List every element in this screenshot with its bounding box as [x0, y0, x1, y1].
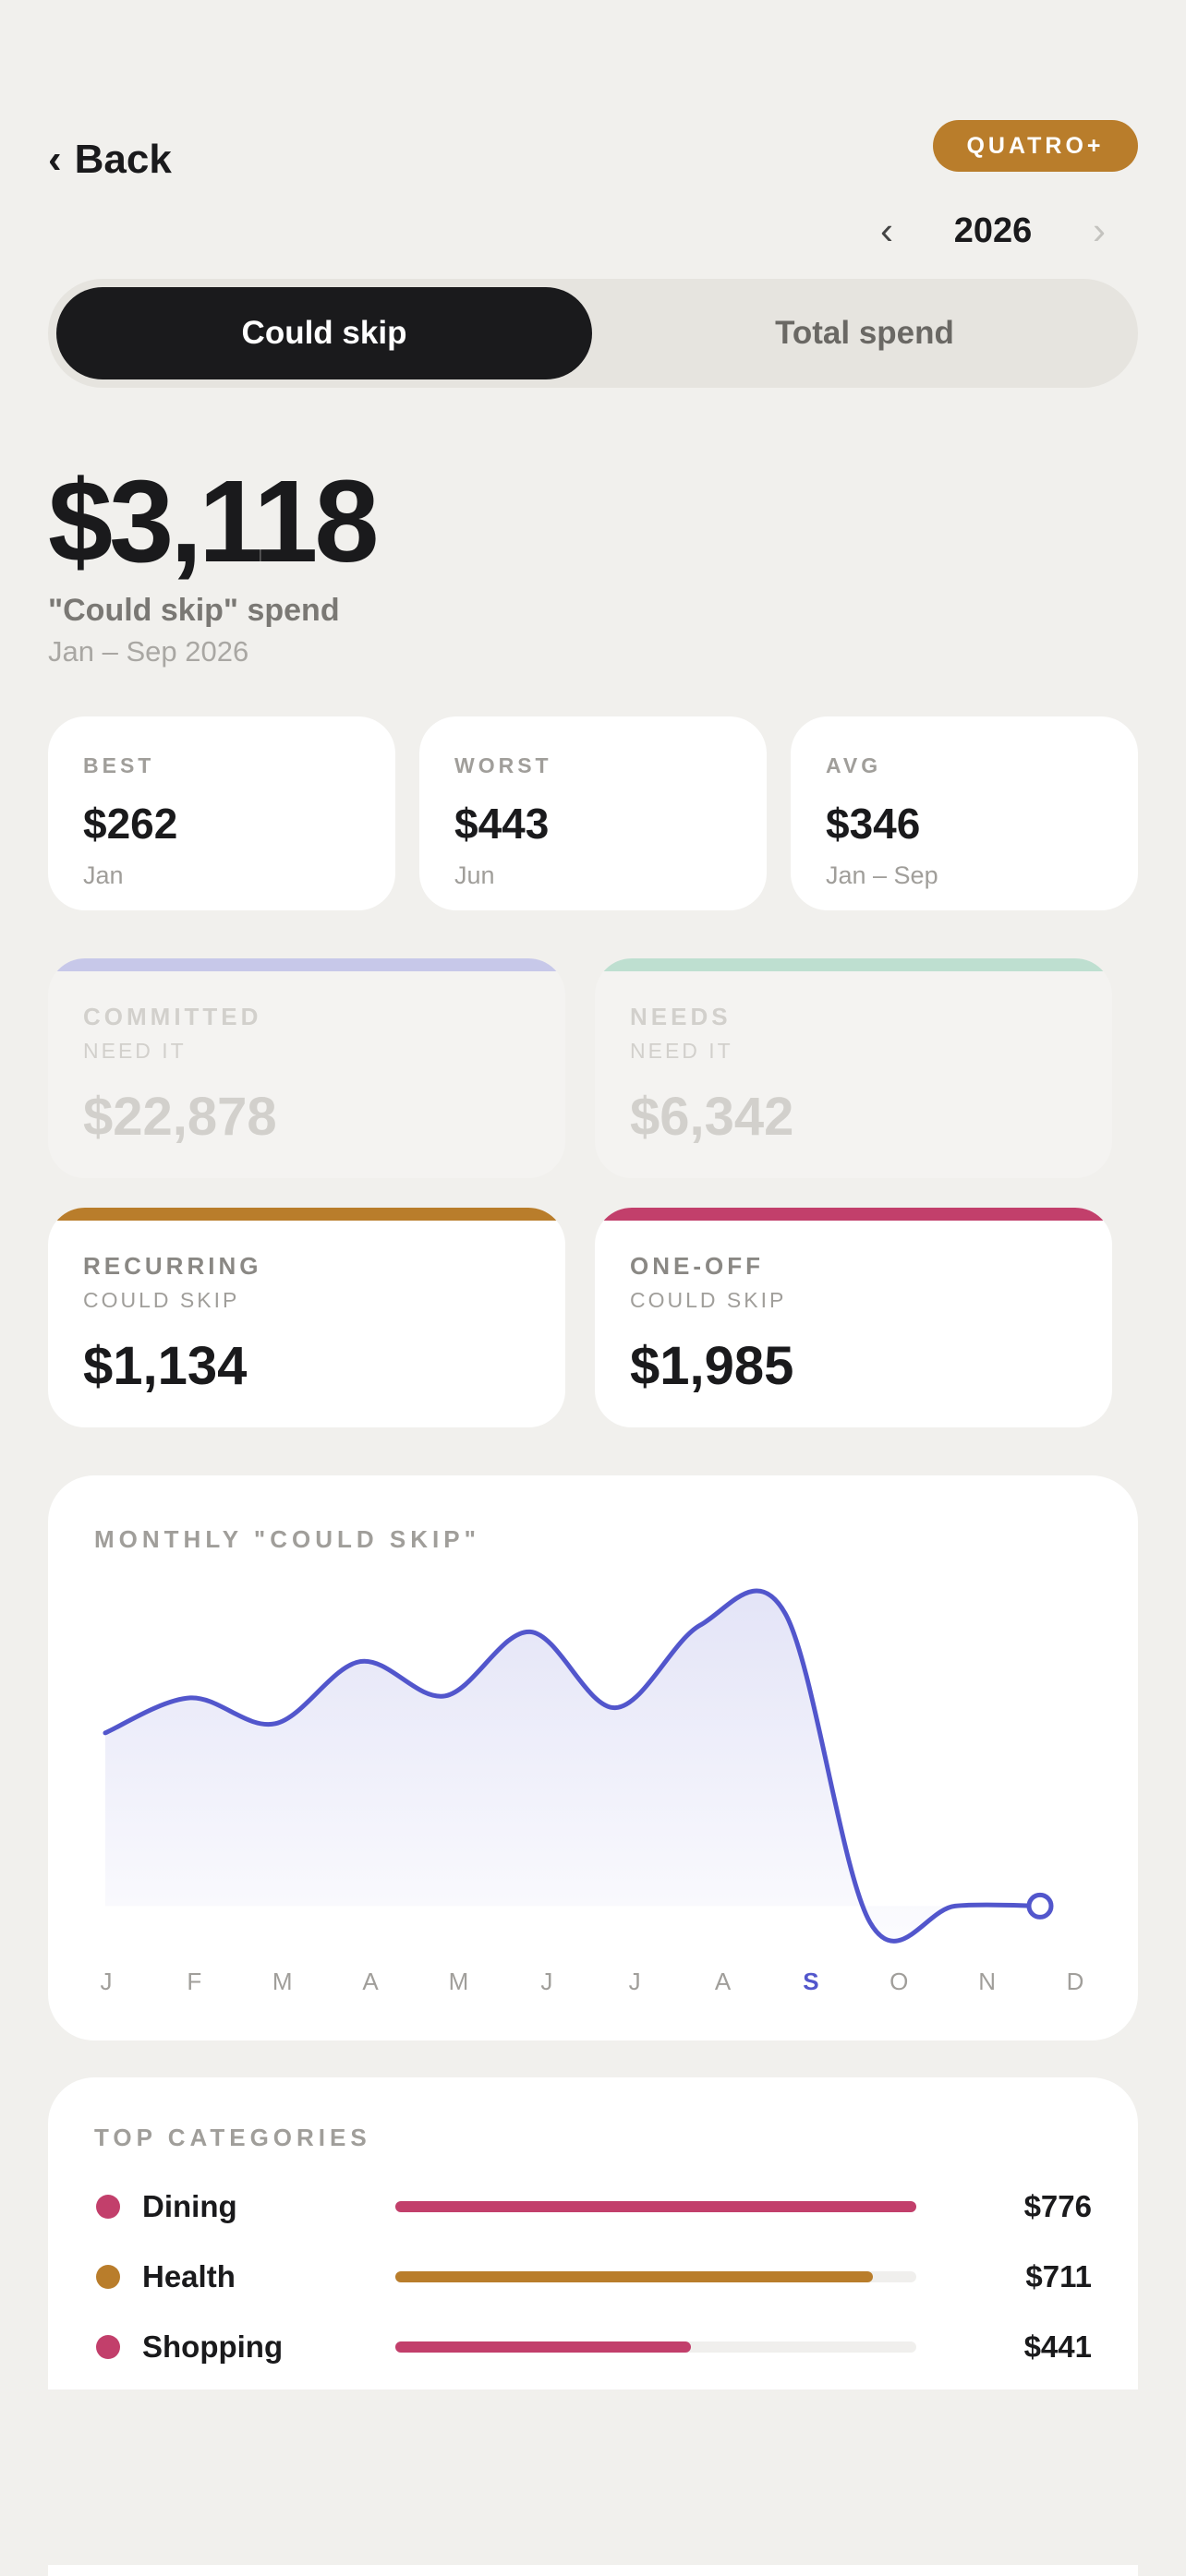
previous-year-button[interactable]: ‹ [880, 209, 893, 252]
category-value: $6,342 [630, 1087, 794, 1147]
category-bar-fill [395, 2201, 916, 2212]
view-toggle: Could skip Total spend [48, 279, 1138, 388]
month-tick-label[interactable]: A [715, 1968, 732, 1995]
stat-label: BEST [83, 753, 155, 777]
stat-card-avg: AVG $346 Jan – Sep [791, 716, 1138, 910]
month-tick-label[interactable]: N [978, 1968, 996, 1995]
month-tick-label[interactable]: A [362, 1968, 379, 1995]
stat-card-worst: WORST $443 Jun [419, 716, 767, 910]
category-value: $1,985 [630, 1336, 794, 1396]
back-label: Back [74, 137, 172, 182]
stat-period: Jan – Sep [826, 861, 938, 889]
total-period: Jan – Sep 2026 [48, 635, 249, 668]
category-amount: $776 [1023, 2189, 1092, 2223]
category-name: Dining [142, 2189, 237, 2223]
month-tick-label[interactable]: J [540, 1968, 552, 1995]
category-sublabel: COULD SKIP [83, 1288, 240, 1312]
stat-period: Jun [454, 861, 495, 889]
category-sublabel: NEED IT [630, 1039, 733, 1063]
category-card-committed[interactable]: COMMITTED NEED IT $22,878 [48, 958, 565, 1178]
monthly-chart-card: MONTHLY "COULD SKIP" J F M A M J J A S O N D [48, 1475, 1138, 2040]
category-amount: $441 [1023, 2329, 1092, 2364]
top-category-row[interactable]: Dining $776 [94, 2179, 1092, 2234]
category-label: RECURRING [83, 1252, 262, 1280]
stat-period: Jan [83, 861, 124, 889]
next-year-button[interactable]: › [1092, 209, 1106, 252]
chart-series-line [103, 1588, 1043, 1944]
category-sublabel: COULD SKIP [630, 1288, 787, 1312]
month-tick-label[interactable]: J [629, 1968, 641, 1995]
stat-label: WORST [454, 753, 552, 777]
top-category-row[interactable]: Shopping $441 [94, 2319, 1092, 2375]
category-dot [96, 2265, 120, 2289]
category-bar-fill [395, 2271, 873, 2282]
category-bar-fill [395, 2341, 692, 2353]
month-tick-label[interactable]: D [1067, 1968, 1084, 1995]
category-label: ONE-OFF [630, 1252, 764, 1280]
category-label: NEEDS [630, 1003, 732, 1030]
stat-value: $346 [826, 800, 921, 848]
category-name: Shopping [142, 2329, 284, 2364]
stat-value: $443 [454, 800, 550, 848]
category-name: Health [142, 2259, 236, 2293]
category-card-needs[interactable]: NEEDS NEED IT $6,342 [595, 958, 1112, 1178]
category-color-bar [48, 1208, 565, 1221]
tab-could-skip[interactable]: Could skip [56, 287, 592, 379]
category-bar-track [395, 2341, 916, 2353]
stat-label: AVG [826, 753, 882, 777]
category-bar-track [395, 2271, 916, 2282]
category-amount: $711 [1025, 2259, 1092, 2293]
category-card-recurring[interactable]: RECURRING COULD SKIP $1,134 [48, 1208, 565, 1427]
bottom-background [0, 2389, 1186, 2565]
stat-value: $262 [83, 800, 178, 848]
category-value: $1,134 [83, 1336, 248, 1396]
category-dot [96, 2195, 120, 2219]
category-label: COMMITTED [83, 1003, 262, 1030]
month-tick-label[interactable]: O [890, 1968, 908, 1995]
category-value: $22,878 [83, 1087, 277, 1147]
plan-badge[interactable]: QUATRO+ [933, 120, 1138, 172]
stat-card-best: BEST $262 Jan [48, 716, 395, 910]
category-color-bar [595, 958, 1112, 971]
month-tick-label[interactable]: J [101, 1968, 113, 1995]
category-color-bar [595, 1208, 1112, 1221]
chart-end-point [1026, 1892, 1054, 1920]
top-categories-title: TOP CATEGORIES [94, 2124, 371, 2151]
total-label: "Could skip" spend [48, 593, 340, 628]
category-card-one-off[interactable]: ONE-OFF COULD SKIP $1,985 [595, 1208, 1112, 1427]
tab-total-spend[interactable]: Total spend [775, 315, 954, 351]
category-dot [96, 2335, 120, 2359]
category-sublabel: NEED IT [83, 1039, 187, 1063]
month-tick-label[interactable]: S [803, 1968, 818, 1995]
chevron-left-icon: ‹ [48, 137, 62, 182]
back-button[interactable]: ‹ Back [48, 137, 172, 183]
year-label: 2026 [953, 211, 1033, 250]
month-tick-label[interactable]: F [187, 1968, 201, 1995]
total-amount: $3,118 [48, 456, 379, 586]
top-category-row[interactable]: Health $711 [94, 2249, 1092, 2305]
year-navigator: ‹ 2026 › [868, 205, 1118, 257]
category-color-bar [48, 958, 565, 971]
chart-area-fill [105, 1591, 1040, 1942]
category-bar-track [395, 2201, 916, 2212]
month-tick-label[interactable]: M [449, 1968, 469, 1995]
month-tick-label[interactable]: M [272, 1968, 293, 1995]
chart-title: MONTHLY "COULD SKIP" [94, 1525, 480, 1553]
